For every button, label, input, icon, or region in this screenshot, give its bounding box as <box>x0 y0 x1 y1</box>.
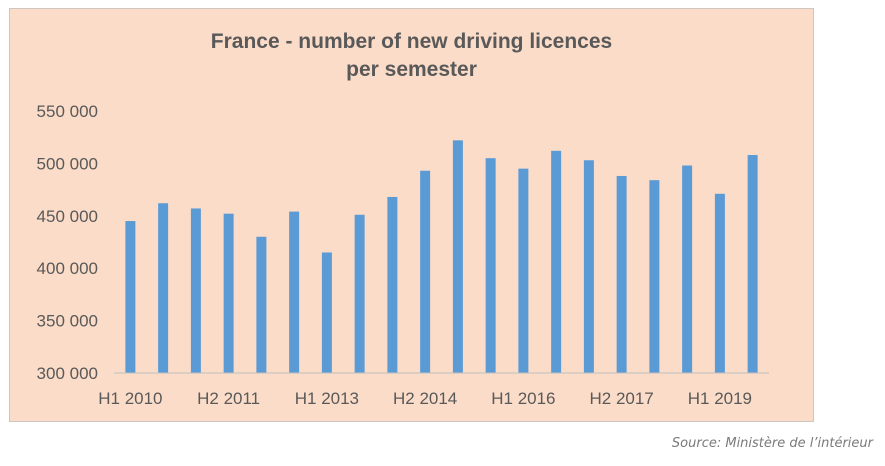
bars <box>125 140 758 373</box>
x-tick-label: H2 2011 <box>197 389 260 408</box>
bar-h2-2017 <box>616 175 627 373</box>
source-note: Source: Ministère de l’intérieur <box>671 436 873 451</box>
y-tick-label: 500 000 <box>37 154 98 173</box>
y-tick-label: 550 000 <box>37 102 98 121</box>
x-tick-label: H2 2017 <box>589 389 653 408</box>
bar-h1-2013 <box>321 252 332 373</box>
chart-title-line-1: France - number of new driving licences <box>210 30 613 53</box>
x-tick-label: H1 2010 <box>98 389 162 408</box>
bar-h2-2015 <box>485 158 496 373</box>
bar-h2-2019 <box>747 155 758 373</box>
bar-h1-2015 <box>452 140 463 373</box>
x-tick-label: H2 2014 <box>393 389 457 408</box>
bar-h2-2010 <box>158 203 169 373</box>
y-tick-label: 450 000 <box>37 207 98 226</box>
bar-h2-2012 <box>289 211 300 373</box>
bar-h2-2014 <box>420 170 431 373</box>
chart-title: France - number of new driving licences … <box>9 28 814 84</box>
y-tick-label: 350 000 <box>37 312 98 331</box>
bar-h1-2017 <box>583 160 594 373</box>
x-tick-label: H1 2013 <box>295 389 359 408</box>
bar-h2-2018 <box>682 165 693 373</box>
bar-h1-2011 <box>190 208 201 373</box>
bar-h1-2010 <box>125 221 136 373</box>
x-tick-label: H1 2016 <box>491 389 555 408</box>
chart-area <box>9 8 814 422</box>
y-tick-label: 400 000 <box>37 259 98 278</box>
bar-h1-2016 <box>518 168 529 373</box>
x-axis-labels: H1 2010 H2 2011 H1 2013 H2 2014 H1 2016 H2 20… <box>98 389 752 408</box>
y-axis-labels: 300 000 350 000 400 000 450 000 500 000 550 0… <box>37 102 98 383</box>
chart-title-line-2: per semester <box>346 58 477 81</box>
y-tick-label: 300 000 <box>37 364 98 383</box>
bar-h1-2014 <box>387 196 398 373</box>
bar-h1-2018 <box>649 180 660 373</box>
bar-h1-2019 <box>714 193 725 373</box>
bar-h2-2016 <box>551 150 562 373</box>
bar-h2-2011 <box>223 213 234 373</box>
bar-h2-2013 <box>354 214 365 373</box>
bar-h1-2012 <box>256 236 267 373</box>
x-tick-label: H1 2019 <box>688 389 752 408</box>
